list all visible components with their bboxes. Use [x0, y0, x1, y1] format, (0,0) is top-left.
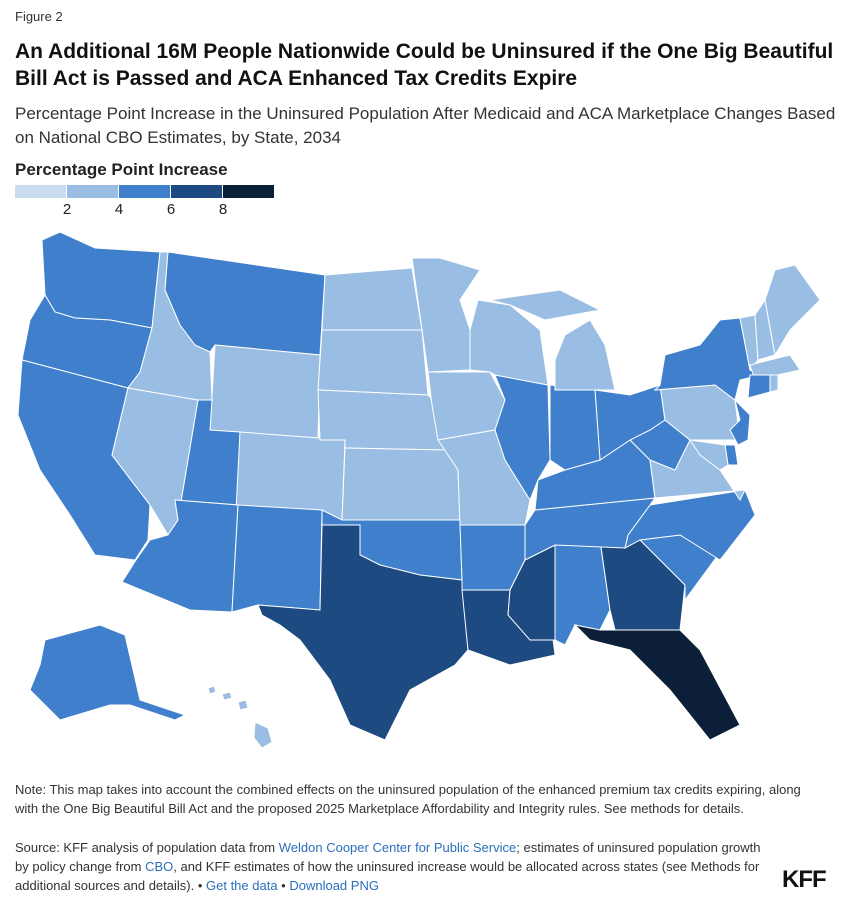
state-me[interactable] [764, 264, 821, 357]
state-nm[interactable] [231, 504, 323, 613]
state-ct[interactable] [747, 374, 771, 399]
state-hi[interactable] [207, 685, 217, 695]
source: Source: KFF analysis of population data … [15, 838, 775, 895]
source-text: • [277, 878, 290, 893]
state-tx[interactable] [257, 524, 469, 741]
state-hi[interactable] [237, 699, 249, 711]
source-text: Source: KFF analysis of population data … [15, 840, 279, 855]
state-mi[interactable] [554, 319, 616, 391]
state-ak[interactable] [29, 624, 187, 721]
legend-swatch [119, 185, 170, 198]
chart-title: An Additional 16M People Nationwide Coul… [15, 40, 834, 90]
legend-title: Percentage Point Increase [15, 160, 228, 179]
state-tn[interactable] [524, 497, 657, 561]
source-text: ; estimates of uninsured population grow… [15, 840, 761, 874]
state-hi[interactable] [253, 721, 273, 749]
legend-swatch [223, 185, 274, 198]
weldon-cooper-link[interactable]: Weldon Cooper Center for Public Service [278, 840, 517, 855]
us-map [17, 231, 821, 749]
state-wi[interactable] [469, 299, 549, 386]
legend-tick: 2 [62, 201, 72, 218]
legend-tick: 8 [218, 201, 228, 218]
state-wy[interactable] [209, 344, 321, 441]
state-ri[interactable] [769, 374, 779, 393]
state-ks[interactable] [341, 447, 461, 521]
get-data-link[interactable]: Get the data [206, 878, 278, 893]
kff-logo: KFF [782, 866, 827, 893]
figure-label: Figure 2 [15, 9, 63, 24]
note: Note: This map takes into account the co… [15, 782, 801, 816]
state-il[interactable] [494, 374, 551, 502]
cbo-link[interactable]: CBO [145, 859, 174, 874]
state-fl[interactable] [573, 624, 741, 741]
legend [15, 185, 275, 198]
state-hi[interactable] [221, 691, 233, 701]
state-mi[interactable] [489, 289, 602, 321]
legend-swatch [67, 185, 118, 198]
legend-tick: 6 [166, 201, 176, 218]
legend-swatch [171, 185, 222, 198]
legend-tick: 4 [114, 201, 124, 218]
state-in[interactable] [549, 384, 601, 471]
legend-ticks: 2 4 6 8 [15, 201, 285, 221]
state-nj[interactable] [729, 398, 751, 446]
state-oh[interactable] [594, 384, 666, 461]
state-md[interactable] [688, 439, 729, 471]
state-sd[interactable] [317, 329, 429, 396]
chart-subtitle: Percentage Point Increase in the Uninsur… [15, 104, 836, 147]
download-png-link[interactable]: Download PNG [289, 878, 379, 893]
state-nd[interactable] [321, 267, 423, 331]
source-text: , and KFF estimates of how the uninsured… [15, 859, 760, 893]
legend-swatch [15, 185, 66, 198]
